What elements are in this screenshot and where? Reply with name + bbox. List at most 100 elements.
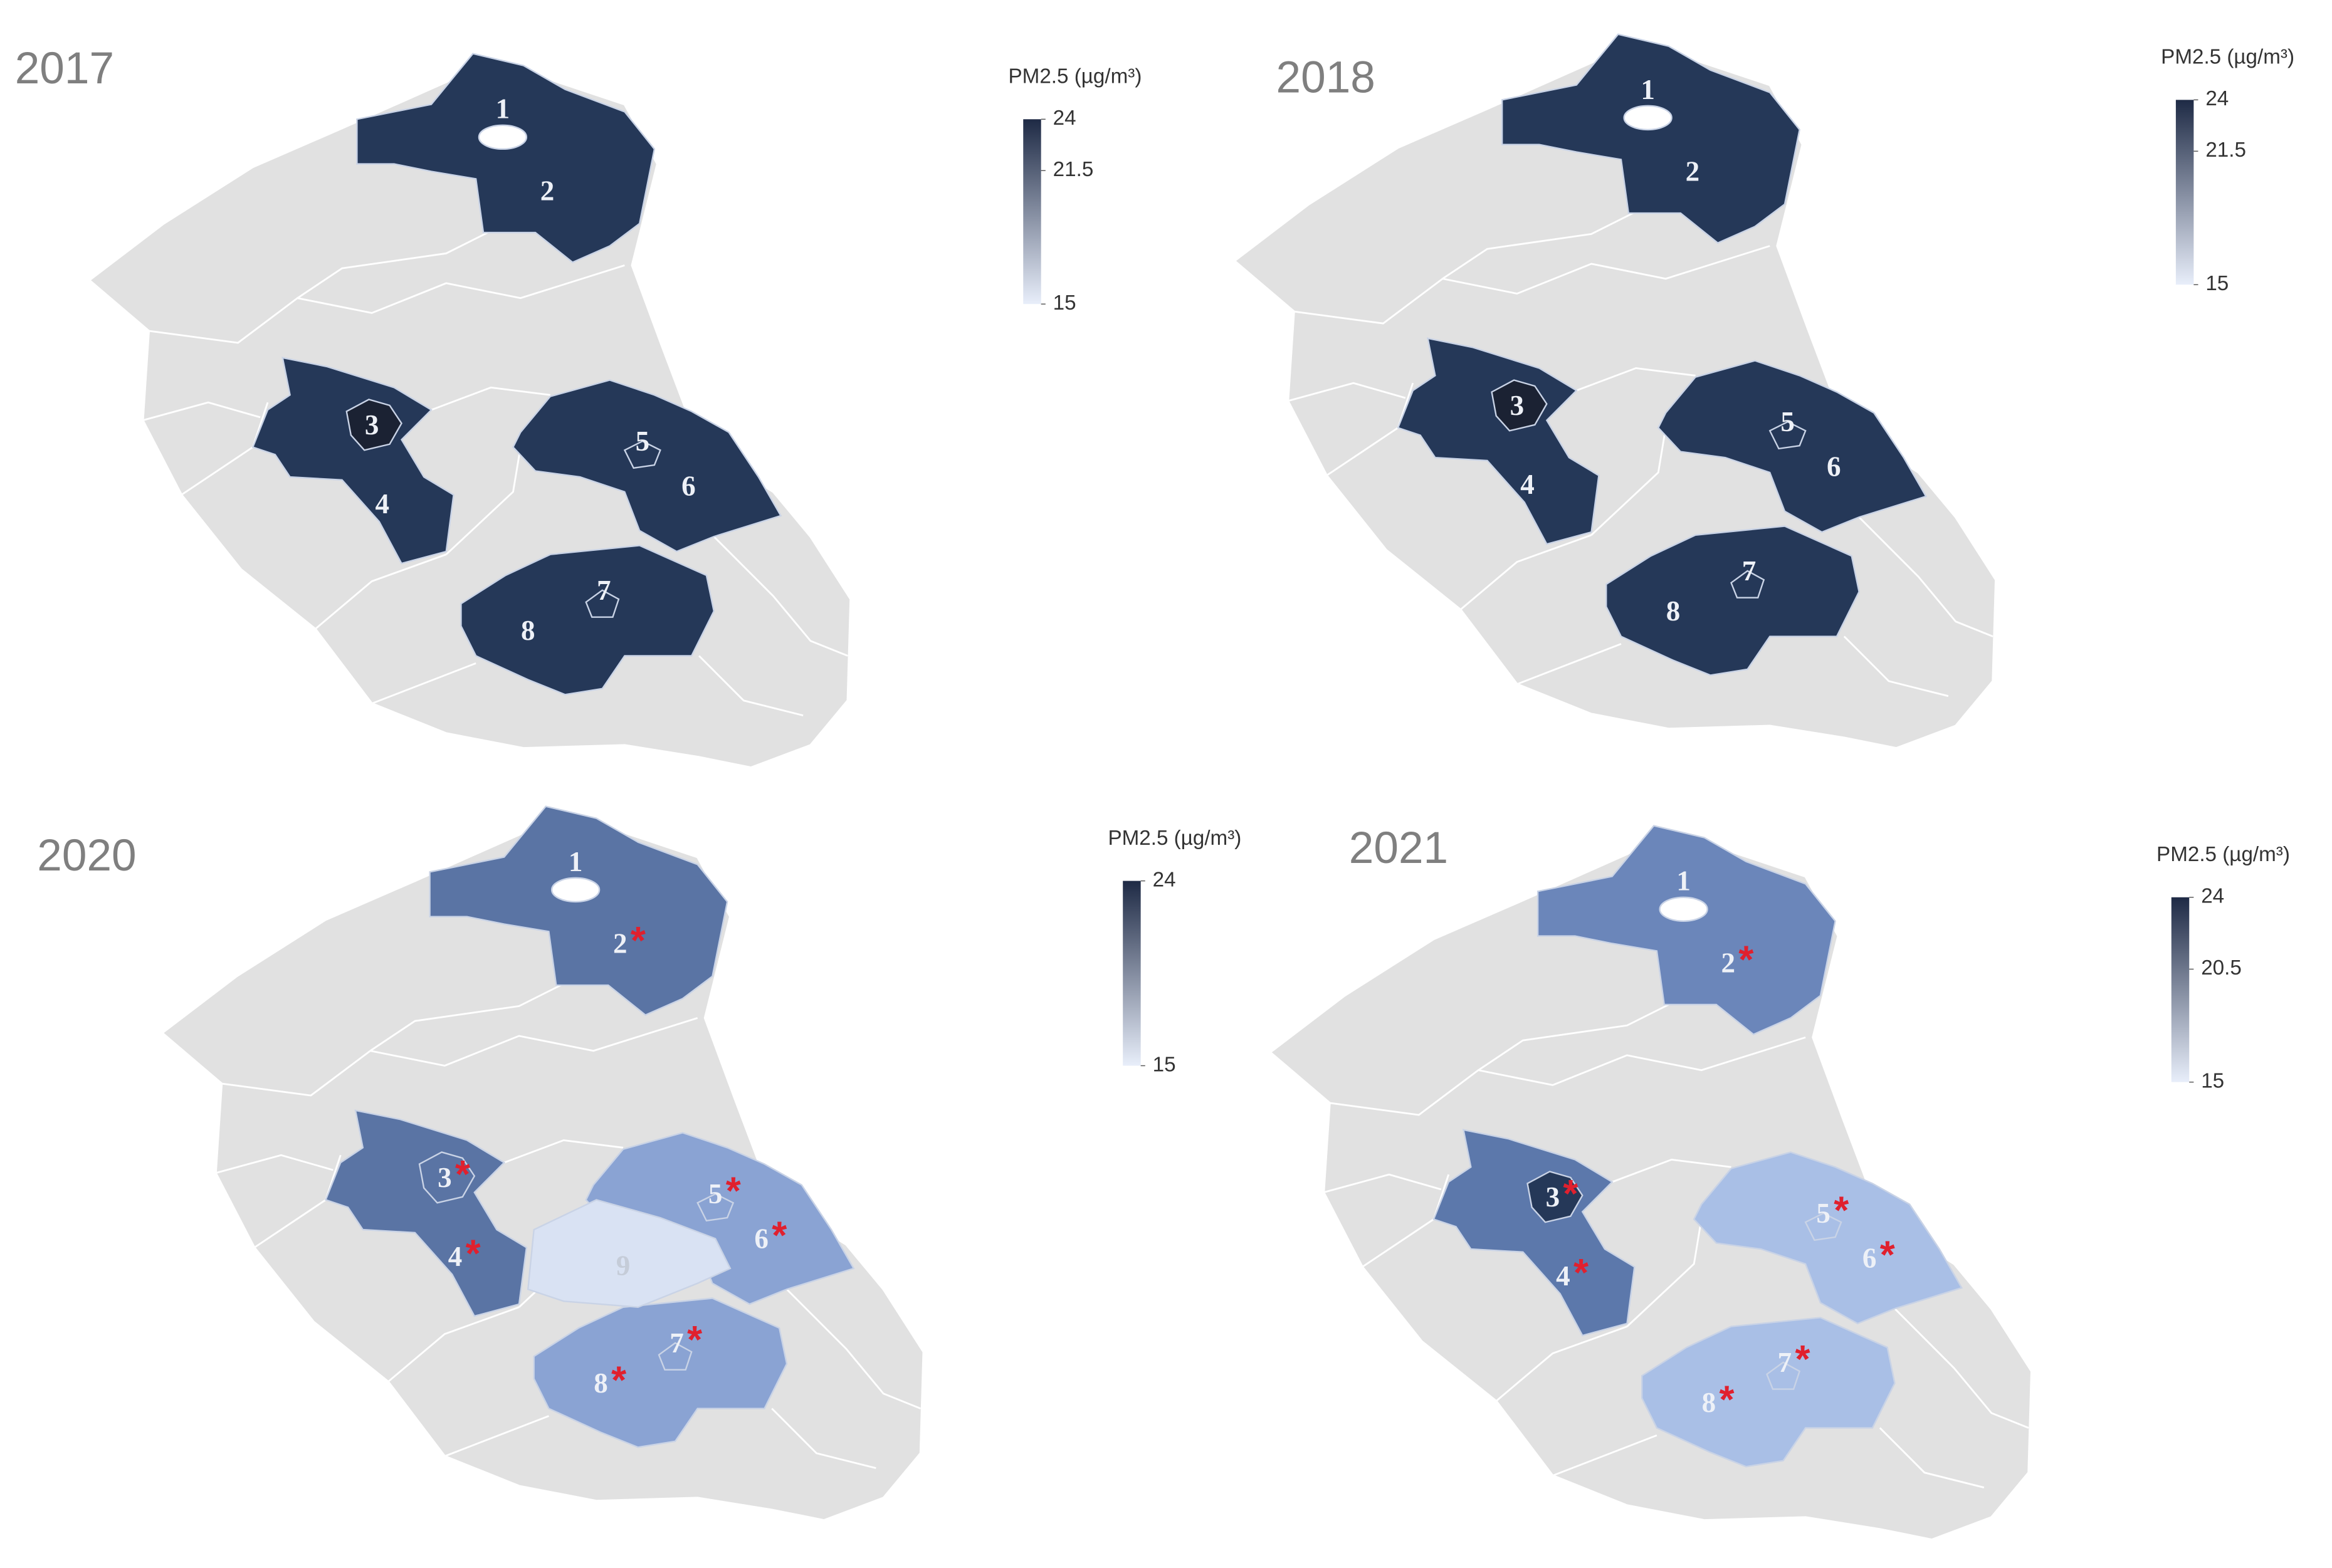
city-area xyxy=(550,877,601,903)
legend-tick-label: 21.5 xyxy=(2205,139,2246,162)
county-border xyxy=(1576,367,1696,392)
region-label: 2 xyxy=(613,928,628,959)
county-border xyxy=(149,264,625,344)
significance-marker: * xyxy=(1738,939,1753,982)
region-label: 7 xyxy=(670,1327,684,1359)
significance-marker: * xyxy=(1880,1234,1895,1277)
legend-tick-label: 20.5 xyxy=(2201,956,2242,980)
city-area xyxy=(623,440,661,469)
county-area xyxy=(324,1109,528,1317)
county-area xyxy=(1501,33,1800,244)
county-border xyxy=(142,401,261,422)
region-label: 5 xyxy=(708,1178,723,1210)
county-border xyxy=(1495,1325,1627,1402)
significance-marker: * xyxy=(611,1359,626,1402)
county-border xyxy=(1478,1002,1673,1071)
region-label: 3 xyxy=(365,409,379,441)
city-area xyxy=(1659,896,1708,922)
county-border xyxy=(1459,534,1592,610)
legend-tick-label: 15 xyxy=(1153,1053,1176,1076)
legend-title: PM2.5 (µg/m³) xyxy=(2161,46,2294,69)
legend-title: PM2.5 (µg/m³) xyxy=(2156,843,2290,866)
county-border xyxy=(503,1139,624,1164)
year-title: 2017 xyxy=(15,43,114,93)
city-area xyxy=(1526,1171,1584,1223)
county-border xyxy=(445,447,522,555)
county-area xyxy=(429,805,728,1017)
county-border xyxy=(387,1306,520,1382)
significance-marker: * xyxy=(631,919,646,963)
city-area xyxy=(658,1342,693,1371)
legend-title: PM2.5 (µg/m³) xyxy=(1009,65,1142,88)
county-area xyxy=(251,357,454,565)
county-border xyxy=(1879,1427,1985,1488)
region-label: 1 xyxy=(1676,865,1691,897)
city-area xyxy=(585,589,620,618)
county-border xyxy=(215,1154,334,1174)
legend-tick-label: 24 xyxy=(1053,107,1076,130)
map-panel: 12 *3 *4 *5 *6 *7 *8 *9 xyxy=(160,805,925,1522)
legend-bar xyxy=(2171,897,2190,1082)
region-label: 2 xyxy=(1721,947,1736,978)
county-border xyxy=(1293,245,1770,325)
region-label: 5 xyxy=(1780,406,1795,437)
county-area xyxy=(1397,337,1600,545)
city-area xyxy=(696,1193,735,1222)
legend-bar xyxy=(1023,119,1041,305)
significance-marker: * xyxy=(1563,1173,1578,1216)
legend-tick-label: 15 xyxy=(1053,291,1076,315)
year-title: 2018 xyxy=(1276,52,1375,102)
region-label: 7 xyxy=(597,575,611,606)
region-label: 6 xyxy=(681,470,696,501)
county-border xyxy=(315,553,447,630)
region-label: 8 xyxy=(1666,595,1681,627)
city-area xyxy=(418,1151,476,1204)
region-label: 6 xyxy=(1827,451,1841,482)
county-border xyxy=(1288,382,1406,402)
significance-marker: * xyxy=(726,1169,741,1213)
county-border xyxy=(1626,1219,1703,1327)
year-title: 2021 xyxy=(1349,823,1448,873)
county-border xyxy=(1843,635,1949,698)
county-area xyxy=(1605,525,1860,676)
region-label: 9 xyxy=(616,1250,631,1281)
legend-bar xyxy=(2175,100,2194,285)
county-border xyxy=(786,1288,922,1409)
legend-title: PM2.5 (µg/m³) xyxy=(1108,827,1241,850)
region-label: 5 xyxy=(636,426,650,457)
region-label: 5 xyxy=(1816,1198,1830,1229)
city-area xyxy=(1491,379,1548,432)
county-border xyxy=(1323,1173,1442,1194)
county-border xyxy=(771,1408,876,1470)
county-border xyxy=(1858,516,1993,637)
region-label: 6 xyxy=(754,1223,769,1254)
region-label: 8 xyxy=(594,1367,608,1399)
significance-marker: * xyxy=(1573,1252,1589,1295)
county-area xyxy=(460,545,715,696)
county-border xyxy=(444,1415,549,1457)
significance-marker: * xyxy=(466,1232,481,1275)
region-label: 8 xyxy=(1702,1387,1716,1418)
legend-tick-label: 24 xyxy=(1153,868,1176,891)
region-label: 2 xyxy=(1686,156,1700,187)
county-border xyxy=(1894,1308,2029,1429)
region-label: 3 xyxy=(438,1162,452,1193)
county-border xyxy=(698,655,804,716)
county-border xyxy=(369,983,564,1052)
county-border xyxy=(1552,1434,1657,1477)
significance-marker: * xyxy=(687,1319,702,1362)
county-border xyxy=(221,1017,698,1097)
region-label: 1 xyxy=(1641,74,1655,105)
region-label: 1 xyxy=(569,846,583,877)
city-area xyxy=(1766,1361,1801,1390)
city-area xyxy=(527,1199,732,1309)
county-border xyxy=(371,662,476,704)
legend-tick-label: 21.5 xyxy=(1053,158,1094,181)
region-label: 4 xyxy=(1520,469,1535,500)
county-border xyxy=(1516,643,1622,685)
region-label: 7 xyxy=(1742,555,1757,587)
county-border xyxy=(1329,1036,1806,1116)
